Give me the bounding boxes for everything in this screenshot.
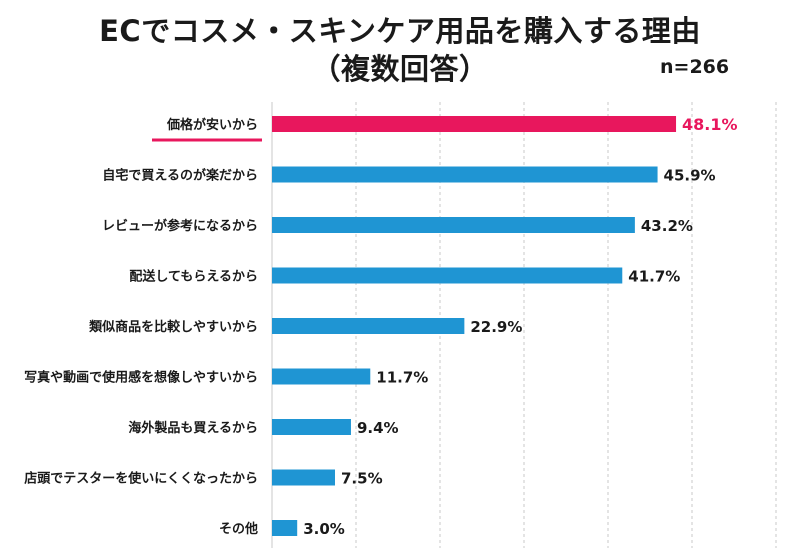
category-label: 写真や動画で使用感を想像しやすいから [24,370,258,386]
category-label: レビューが参考になるから [102,218,258,234]
bar [272,267,623,284]
chart-title-line1: ECでコスメ・スキンケア用品を購入する理由 [99,14,701,48]
category-label: 配送してもらえるから [129,269,258,285]
value-label: 48.1% [682,115,738,134]
value-label: 22.9% [470,318,522,336]
value-label: 9.4% [357,419,399,437]
chart-title-line2: （複数回答） [311,52,489,86]
value-label: 11.7% [376,369,428,387]
sample-size-label: n=266 [660,56,730,78]
bar [272,520,298,536]
bar [272,368,371,385]
value-label: 7.5% [341,470,383,488]
category-label: 自宅で買えるのが楽だから [102,168,258,184]
value-label: 43.2% [641,217,693,235]
bar [272,217,635,233]
category-label: 店頭でテスターを使いにくくなったから [24,471,258,487]
bar [272,116,677,132]
bar [272,469,335,486]
value-label: 41.7% [628,268,680,286]
bar [272,419,351,435]
value-label: 3.0% [303,520,345,538]
category-label: その他 [219,521,258,537]
value-label: 45.9% [664,167,716,185]
category-label: 類似商品を比較しやすいから [88,319,258,335]
bar [272,318,465,334]
bar [272,166,658,183]
category-label: 価格が安いから [166,117,258,133]
category-label: 海外製品も買えるから [128,420,258,436]
